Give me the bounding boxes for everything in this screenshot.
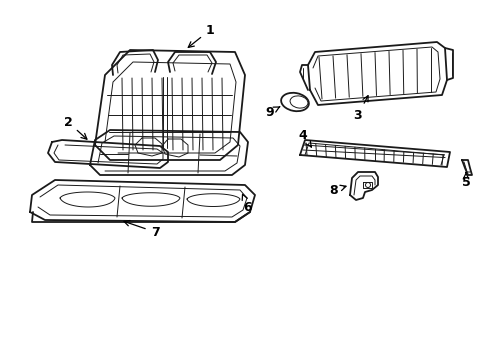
Text: 1: 1: [188, 23, 214, 48]
Text: 6: 6: [242, 194, 252, 213]
Text: 4: 4: [298, 129, 311, 147]
Ellipse shape: [289, 96, 307, 108]
Text: 3: 3: [353, 96, 367, 122]
Text: 9: 9: [265, 105, 279, 118]
Ellipse shape: [281, 93, 308, 111]
Text: 8: 8: [329, 184, 346, 197]
Text: 7: 7: [123, 221, 159, 239]
Text: 5: 5: [461, 173, 469, 189]
Text: 2: 2: [63, 116, 87, 139]
